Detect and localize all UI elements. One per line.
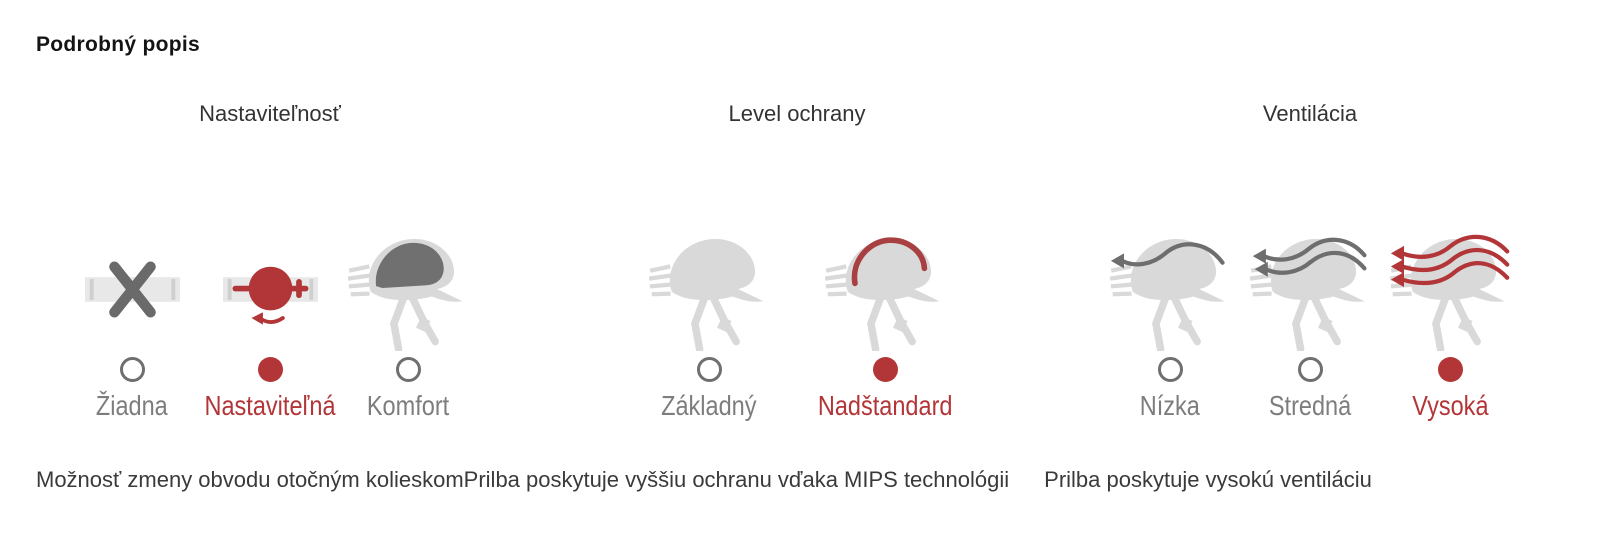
option-label: Základný — [661, 390, 757, 421]
feature-column-protection: Level ochrany Základný — [504, 102, 1090, 420]
option-label: Komfort — [366, 390, 450, 421]
option-zakladny: Základný — [621, 224, 797, 420]
strap-crossed-icon — [84, 224, 180, 354]
helmet-airflow-medium-icon — [1249, 224, 1371, 354]
features-row: Nastaviteľnosť Žiadna — [0, 102, 1600, 420]
captions-row: Možnosť zmeny obvodu otočným kolieskom P… — [0, 465, 1600, 495]
helmet-mips-icon — [824, 224, 946, 354]
helmet-padding-icon — [347, 224, 469, 354]
option-label: Vysoká — [1411, 390, 1489, 421]
radio-nadstandard[interactable] — [872, 357, 898, 382]
feature-column-adjustability: Nastaviteľnosť Žiadna — [36, 102, 504, 420]
detailed-description-section: Podrobný popis Nastaviteľnosť Žia — [0, 33, 1600, 495]
option-nadstandard: Nadštandard — [797, 224, 973, 420]
option-label: Stredná — [1268, 390, 1352, 421]
feature-caption-ventilation: Prilba poskytuje vysokú ventiláciu — [1044, 467, 1372, 492]
option-vysoka: Vysoká — [1380, 224, 1520, 420]
feature-title: Level ochrany — [728, 101, 866, 126]
radio-stredna[interactable] — [1297, 357, 1323, 382]
option-label: Žiadna — [96, 390, 168, 421]
option-nastavitelna: Nastaviteľná — [201, 224, 339, 420]
feature-caption-protection: Prilba poskytuje vyššiu ochranu vďaka MI… — [463, 467, 1010, 492]
option-label: Nízka — [1139, 390, 1201, 421]
helmet-airflow-low-icon — [1109, 224, 1231, 354]
radio-komfort[interactable] — [395, 357, 421, 382]
feature-title: Nastaviteľnosť — [199, 101, 341, 126]
page-title: Podrobný popis — [36, 33, 201, 56]
option-label: Nastaviteľná — [204, 390, 336, 421]
option-komfort: Komfort — [339, 224, 477, 420]
radio-vysoka[interactable] — [1437, 357, 1463, 382]
options-row: Žiadna — [36, 224, 504, 420]
option-label: Nadštandard — [817, 390, 953, 421]
radio-ziadna[interactable] — [119, 357, 145, 382]
helmet-basic-icon — [648, 224, 770, 354]
options-row: Základný Nadštandard — [504, 224, 1090, 420]
option-ziadna: Žiadna — [63, 224, 201, 420]
feature-column-ventilation: Ventilácia Nízka — [1090, 102, 1530, 420]
helmet-airflow-high-icon — [1389, 224, 1511, 354]
adjustment-dial-icon — [222, 224, 318, 354]
feature-caption-adjustability: Možnosť zmeny obvodu otočným kolieskom — [36, 467, 464, 492]
radio-zakladny[interactable] — [696, 357, 722, 382]
option-stredna: Stredná — [1240, 224, 1380, 420]
option-nizka: Nízka — [1100, 224, 1240, 420]
radio-nizka[interactable] — [1157, 357, 1183, 382]
options-row: Nízka — [1090, 224, 1530, 420]
feature-title: Ventilácia — [1262, 101, 1358, 126]
radio-nastavitelna[interactable] — [257, 357, 283, 382]
